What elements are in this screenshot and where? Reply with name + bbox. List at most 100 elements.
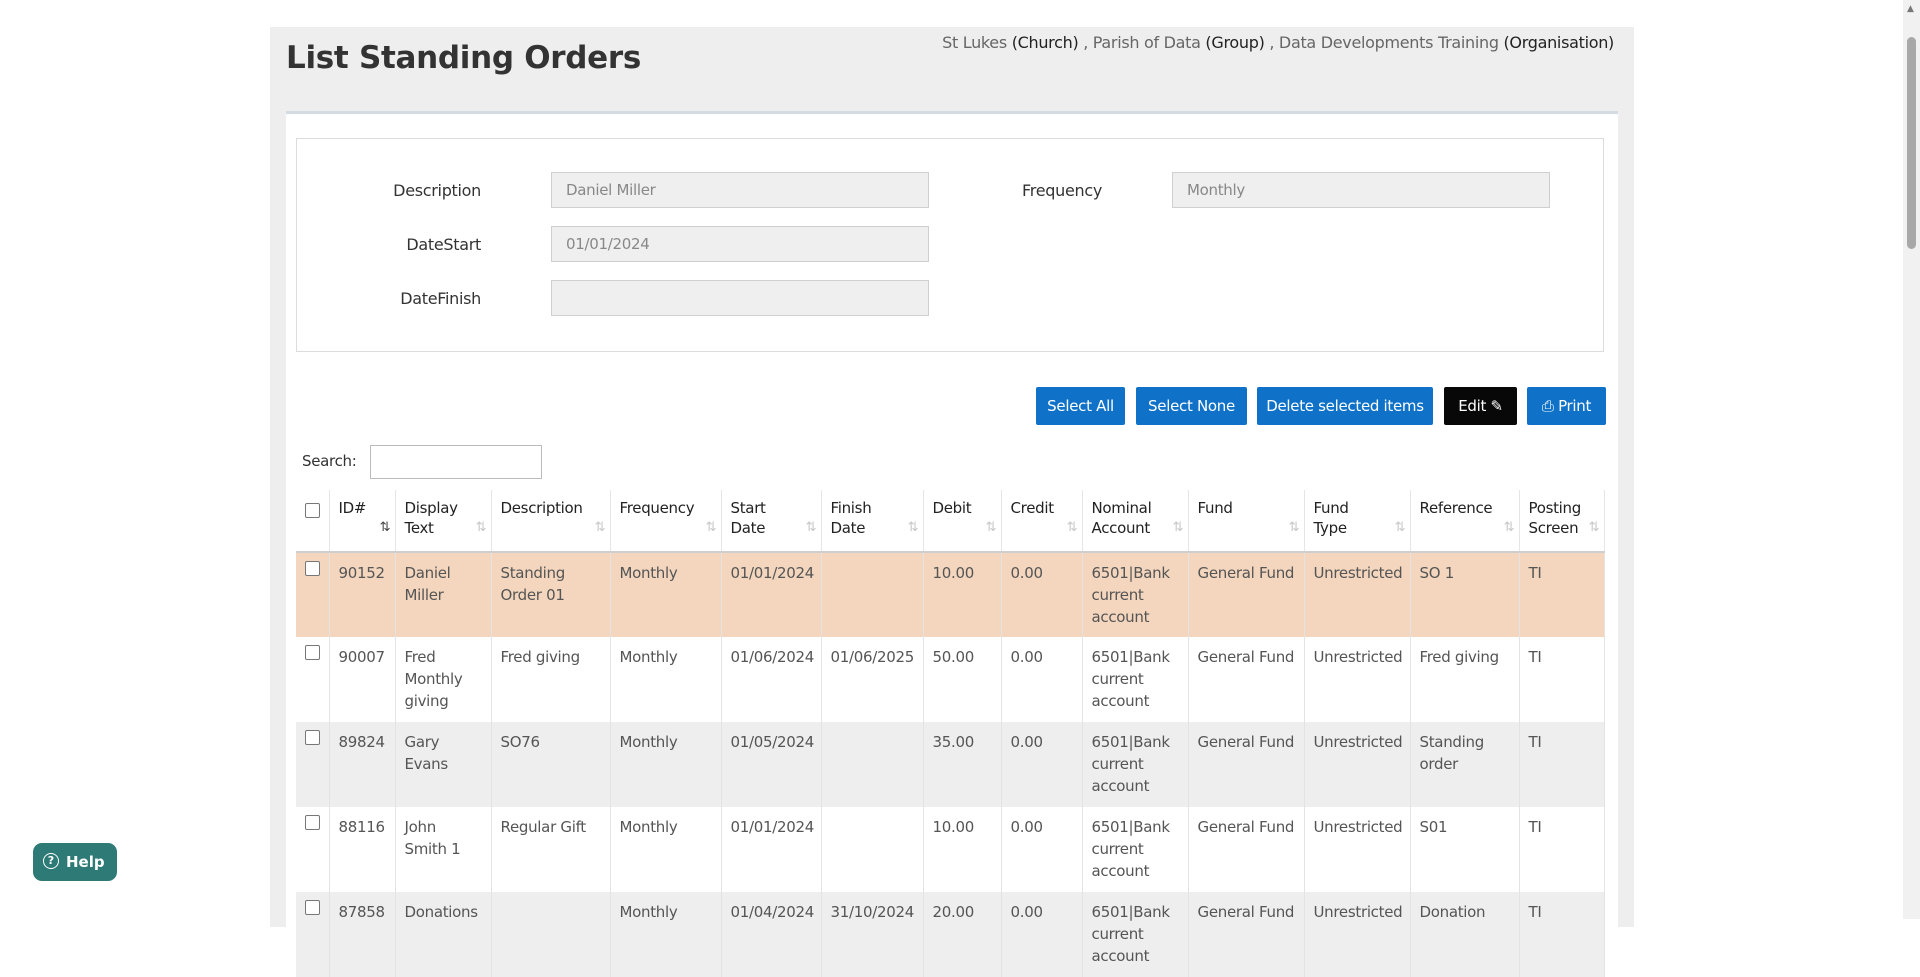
sort-icon: ⇅ [1394, 520, 1406, 535]
cell-fund-type: Unrestricted [1304, 892, 1411, 977]
cell-posting-screen: TI [1519, 552, 1605, 637]
cell-start-date: 01/01/2024 [721, 552, 822, 637]
header-id[interactable]: ID# ⇅ [329, 490, 396, 553]
header-finish-date[interactable]: Finish Date ⇅ [821, 490, 924, 553]
datefinish-label: DateFinish [400, 289, 481, 308]
context-breadcrumb: St Lukes (Church) , Parish of Data (Grou… [942, 33, 1614, 52]
cell-posting-screen: TI [1519, 807, 1605, 892]
print-button[interactable]: ⎙ Print [1527, 387, 1606, 425]
cell-description [491, 892, 611, 977]
header-select-cell [296, 490, 330, 553]
table-row[interactable]: 90152 Daniel Miller Standing Order 01 Mo… [296, 552, 1605, 637]
row-checkbox[interactable] [304, 645, 320, 660]
datestart-field[interactable]: 01/01/2024 [551, 226, 929, 262]
cell-id: 90007 [329, 637, 396, 722]
cell-description: Fred giving [491, 637, 611, 722]
print-label: Print [1558, 397, 1592, 415]
header-display-text[interactable]: Display Text ⇅ [395, 490, 492, 553]
header-frequency[interactable]: Frequency ⇅ [610, 490, 722, 553]
header-posting-screen[interactable]: Posting Screen ⇅ [1519, 490, 1605, 553]
cell-reference: S01 [1410, 807, 1520, 892]
search-input[interactable] [370, 445, 542, 479]
cell-fund: General Fund [1188, 892, 1305, 977]
datefinish-field[interactable] [551, 280, 929, 316]
page-panel: List Standing Orders St Lukes (Church) ,… [270, 27, 1634, 977]
sort-icon: ⇅ [475, 520, 487, 535]
sort-icon: ⇅ [594, 520, 606, 535]
sort-icon: ⇅ [1066, 520, 1078, 535]
title-divider [286, 111, 1618, 114]
cell-start-date: 01/04/2024 [721, 892, 822, 977]
header-credit[interactable]: Credit ⇅ [1001, 490, 1083, 553]
row-select-cell [296, 552, 330, 637]
cell-posting-screen: TI [1519, 892, 1605, 977]
cell-credit: 0.00 [1001, 892, 1083, 977]
cell-reference: SO 1 [1410, 552, 1520, 637]
cell-posting-screen: TI [1519, 637, 1605, 722]
row-select-cell [296, 807, 330, 892]
table-row[interactable]: 87858 Donations Monthly 01/04/2024 31/10… [296, 892, 1605, 977]
header-debit[interactable]: Debit ⇅ [923, 490, 1002, 553]
header-nominal-account[interactable]: Nominal Account ⇅ [1082, 490, 1189, 553]
cell-nominal-account: 6501|Bank current account [1082, 892, 1189, 977]
delete-selected-button[interactable]: Delete selected items [1257, 387, 1433, 425]
cell-debit: 20.00 [923, 892, 1002, 977]
sort-icon: ⇅ [1172, 520, 1184, 535]
select-none-button[interactable]: Select None [1136, 387, 1247, 425]
cell-frequency: Monthly [610, 722, 722, 807]
row-checkbox[interactable] [304, 730, 320, 745]
context-organisation: Data Developments Training [1278, 33, 1499, 52]
cell-reference: Fred giving [1410, 637, 1520, 722]
table-row[interactable]: 90007 Fred Monthly giving Fred giving Mo… [296, 637, 1605, 722]
description-field[interactable]: Daniel Miller [551, 172, 929, 208]
frequency-field[interactable]: Monthly [1172, 172, 1550, 208]
cell-id: 89824 [329, 722, 396, 807]
cell-credit: 0.00 [1001, 722, 1083, 807]
header-description[interactable]: Description ⇅ [491, 490, 611, 553]
select-all-button[interactable]: Select All [1036, 387, 1125, 425]
cell-fund: General Fund [1188, 807, 1305, 892]
cell-frequency: Monthly [610, 552, 722, 637]
page-title: List Standing Orders [286, 40, 642, 76]
table-row[interactable]: 89824 Gary Evans SO76 Monthly 01/05/2024… [296, 722, 1605, 807]
table-row[interactable]: 88116 John Smith 1 Regular Gift Monthly … [296, 807, 1605, 892]
context-separator: , [1083, 33, 1088, 52]
sort-desc-icon: ⇅ [379, 520, 391, 535]
cell-finish-date [821, 807, 924, 892]
cell-description: Regular Gift [491, 807, 611, 892]
cell-id: 90152 [329, 552, 396, 637]
cell-display-text: Daniel Miller [395, 552, 492, 637]
header-fund-type[interactable]: Fund Type ⇅ [1304, 490, 1411, 553]
row-checkbox[interactable] [304, 815, 320, 830]
cell-fund-type: Unrestricted [1304, 807, 1411, 892]
context-group-type: (Group) [1205, 33, 1265, 52]
row-checkbox[interactable] [304, 561, 320, 576]
cell-credit: 0.00 [1001, 552, 1083, 637]
cell-display-text: Fred Monthly giving [395, 637, 492, 722]
cell-nominal-account: 6501|Bank current account [1082, 637, 1189, 722]
cell-debit: 10.00 [923, 552, 1002, 637]
cell-finish-date: 31/10/2024 [821, 892, 924, 977]
sort-icon: ⇅ [805, 520, 817, 535]
help-label: Help [66, 853, 105, 871]
cell-reference: Donation [1410, 892, 1520, 977]
edit-icon: ✎ [1490, 397, 1504, 415]
cell-debit: 10.00 [923, 807, 1002, 892]
help-button[interactable]: ? Help [33, 843, 117, 881]
header-fund[interactable]: Fund ⇅ [1188, 490, 1305, 553]
page-scrollbar[interactable]: ▲ [1903, 0, 1920, 919]
scroll-up-icon[interactable]: ▲ [1907, 4, 1914, 14]
header-start-date[interactable]: Start Date ⇅ [721, 490, 822, 553]
row-checkbox[interactable] [304, 900, 320, 915]
cell-fund: General Fund [1188, 552, 1305, 637]
sort-icon: ⇅ [1588, 520, 1600, 535]
cell-debit: 35.00 [923, 722, 1002, 807]
select-all-checkbox[interactable] [304, 503, 320, 518]
context-church: St Lukes [942, 33, 1007, 52]
cell-display-text: Donations [395, 892, 492, 977]
header-reference[interactable]: Reference ⇅ [1410, 490, 1520, 553]
sort-icon: ⇅ [907, 520, 919, 535]
edit-button[interactable]: Edit ✎ [1444, 387, 1517, 425]
cell-finish-date [821, 552, 924, 637]
scrollbar-thumb[interactable] [1907, 37, 1916, 249]
